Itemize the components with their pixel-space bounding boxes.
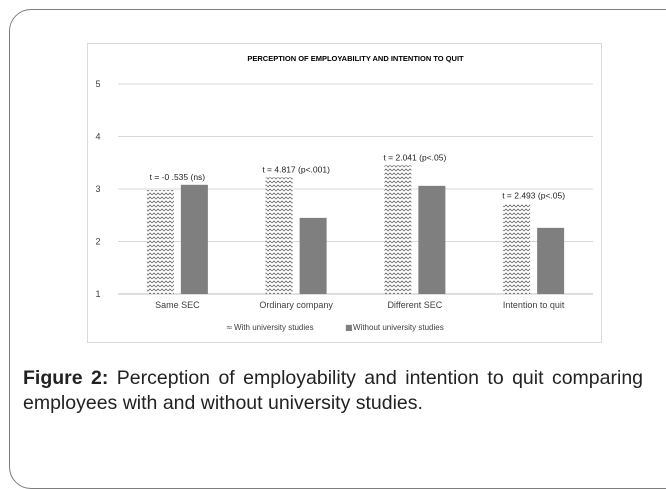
legend-label: With university studies	[234, 323, 314, 332]
significance-annotation: t = 2.493 (p<.05)	[502, 191, 565, 201]
bar-without-university	[418, 185, 446, 294]
y-tick-label: 3	[95, 184, 100, 194]
caption-label: Figure 2:	[23, 367, 109, 389]
y-tick-label: 1	[95, 289, 100, 299]
figure-caption: Figure 2: Perception of employability an…	[23, 366, 643, 416]
legend-label: Without university studies	[353, 323, 444, 332]
significance-annotation: t = 4.817 (p<.001)	[262, 164, 330, 174]
bar-without-university	[299, 217, 327, 294]
legend-swatch-solid: ■	[345, 323, 353, 332]
chart-area: PERCEPTION OF EMPLOYABILITY AND INTENTIO…	[87, 43, 602, 343]
y-tick-label: 5	[95, 79, 100, 89]
bar-with-university	[503, 203, 531, 294]
bar-chart: PERCEPTION OF EMPLOYABILITY AND INTENTIO…	[95, 54, 593, 332]
bar-with-university	[265, 177, 293, 294]
significance-annotation: t = -0 .535 (ns)	[150, 172, 206, 182]
x-tick-label: Ordinary company	[259, 300, 333, 310]
y-tick-label: 2	[95, 237, 100, 247]
bar-with-university	[384, 165, 412, 294]
caption-text: Perception of employability and intentio…	[23, 367, 644, 414]
x-tick-label: Different SEC	[387, 300, 442, 310]
chart-title: PERCEPTION OF EMPLOYABILITY AND INTENTIO…	[247, 54, 464, 63]
y-tick-label: 4	[95, 132, 100, 142]
x-tick-label: Same SEC	[155, 300, 200, 310]
bar-without-university	[180, 184, 208, 294]
significance-annotation: t = 2.041 (p<.05)	[383, 152, 446, 162]
bar-with-university	[146, 190, 174, 294]
x-tick-label: Intention to quit	[503, 300, 565, 310]
bar-without-university	[537, 227, 565, 294]
legend-swatch-zigzag: ≈	[226, 323, 233, 332]
